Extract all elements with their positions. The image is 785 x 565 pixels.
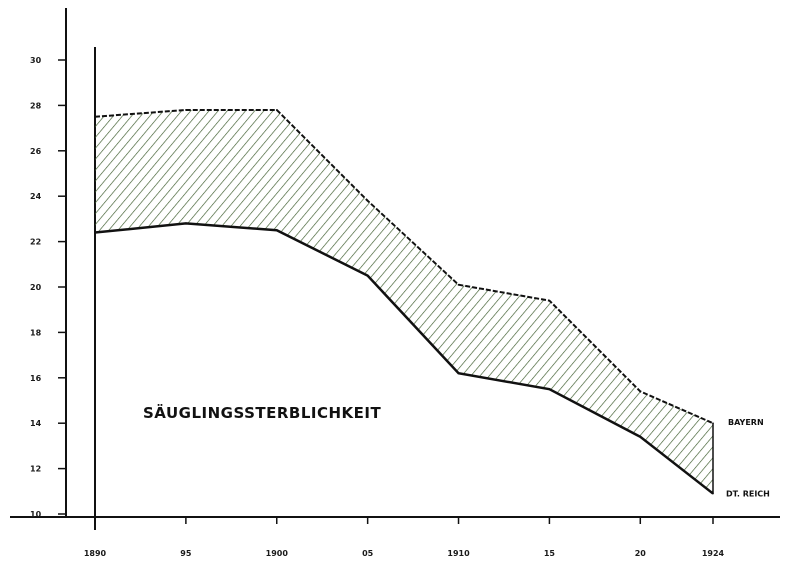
y-tick-label: 14 (30, 419, 42, 428)
series-labels: BAYERN DT. REICH (726, 418, 770, 498)
y-tick-label: 28 (30, 101, 42, 110)
y-tick-label: 26 (30, 147, 42, 156)
data-point-bayern (457, 283, 460, 286)
y-tick-label: 20 (30, 283, 42, 292)
data-point-dt-reich (548, 388, 551, 390)
chart-title: SÄUGLINGSSTERBLICHKEIT (143, 403, 381, 422)
difference-band (95, 109, 713, 494)
data-point-bayern (639, 390, 642, 393)
y-tick-label: 18 (30, 328, 42, 337)
x-ticks: 1890 95 1900 05 1910 15 20 1924 (84, 517, 725, 558)
x-tick-label: 1910 (447, 549, 470, 558)
y-tick-label: 30 (30, 56, 42, 65)
data-point-bayern (712, 422, 714, 425)
y-tick-label: 24 (30, 192, 42, 201)
data-point-bayern (366, 199, 369, 202)
y-tick-label: 10 (30, 510, 42, 519)
data-point-bayern (94, 115, 96, 118)
series-line-bayern (94, 108, 714, 425)
y-ticks: 10 12 14 16 18 20 22 24 26 28 30 (30, 56, 66, 519)
x-tick-label: 05 (362, 549, 374, 558)
x-tick-label: 15 (544, 549, 556, 558)
data-point-dt-reich (712, 492, 714, 495)
series-label-dt-reich: DT. REICH (726, 490, 770, 499)
data-point-dt-reich (185, 222, 187, 225)
data-point-dt-reich (94, 231, 96, 234)
series-label-bayern: BAYERN (728, 418, 764, 427)
data-point-dt-reich (457, 372, 460, 375)
data-point-bayern (185, 109, 187, 111)
y-tick-label: 12 (30, 465, 41, 474)
plot-area (94, 108, 714, 495)
data-point-dt-reich (639, 436, 642, 438)
data-point-dt-reich (366, 274, 369, 277)
data-point-dt-reich (275, 229, 278, 232)
series-line-dt-reich (94, 222, 714, 495)
x-tick-label: 1924 (702, 549, 725, 558)
y-tick-label: 22 (30, 238, 41, 247)
x-tick-label: 95 (180, 549, 192, 558)
x-tick-label: 1900 (266, 549, 289, 558)
data-point-bayern (275, 109, 278, 111)
x-tick-label: 1890 (84, 549, 107, 558)
data-point-bayern (548, 299, 551, 302)
x-tick-label: 20 (635, 549, 647, 558)
y-tick-label: 16 (30, 374, 42, 383)
